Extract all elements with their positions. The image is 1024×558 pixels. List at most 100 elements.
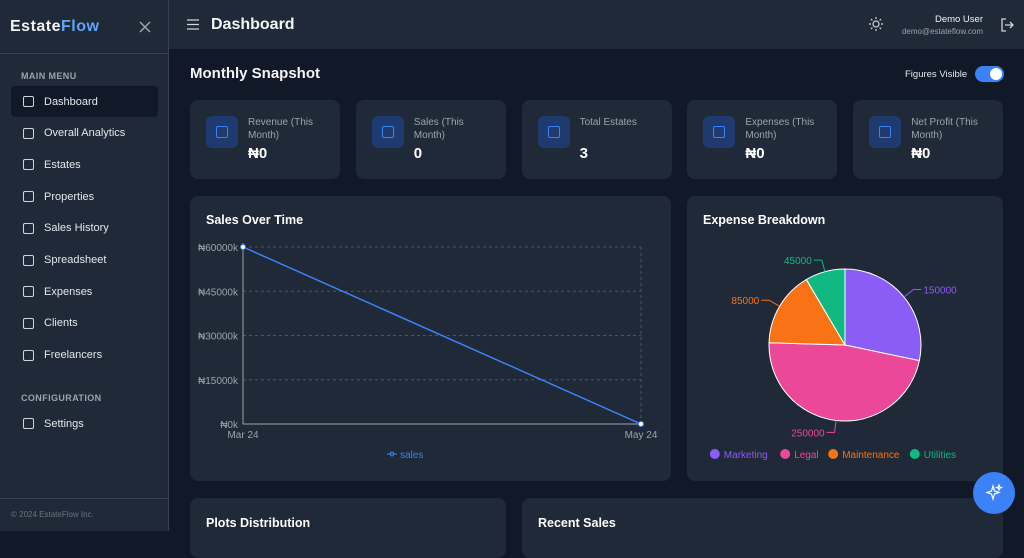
- label-leader: [761, 299, 780, 307]
- pie-slice: [805, 268, 846, 347]
- stat-card: Revenue (This Month) ₦0: [190, 100, 340, 179]
- legend-label: Maintenance: [842, 450, 900, 461]
- menu-icon: [23, 418, 34, 429]
- y-tick-label: ₦15000k: [198, 376, 239, 387]
- chart-card: Sales Over Time ₦0k ₦15000k ₦30000k ₦45000k…: [190, 196, 671, 481]
- menu-item[interactable]: Expenses: [11, 276, 158, 307]
- section-title: Monthly Snapshot: [190, 65, 320, 82]
- divider: [0, 53, 168, 54]
- legend-label: Marketing: [724, 450, 768, 461]
- theme-toggle[interactable]: [869, 17, 883, 31]
- menu-label: Clients: [44, 317, 78, 330]
- pie-chart: 150000 250000 85000 45000 Marketing Legal Main…: [709, 256, 957, 461]
- menu-label: Spreadsheet: [44, 254, 107, 266]
- assistant-button[interactable]: [973, 472, 1015, 514]
- header: Dashboard Demo User demo@estateflow.com: [169, 0, 1024, 49]
- stat-label: Sales (This Month): [413, 117, 464, 141]
- menu-label: Sales History: [44, 222, 109, 235]
- menu-button[interactable]: [187, 19, 199, 30]
- user-email: demo@estateflow.com: [901, 27, 983, 36]
- brand: EstateFlow: [10, 18, 99, 36]
- panel-title: Recent Sales: [538, 516, 616, 530]
- value-label: 150000: [923, 286, 957, 297]
- icon-glyph: [879, 126, 892, 138]
- pie-slice: [844, 268, 922, 362]
- menu-item[interactable]: Freelancers: [11, 340, 158, 371]
- stat-label: Revenue (This Month): [248, 117, 314, 141]
- menu-item[interactable]: Settings: [11, 408, 158, 439]
- legend-label: Utilities: [924, 450, 956, 461]
- menu-icon: [23, 127, 34, 139]
- pie-slice: [768, 342, 920, 422]
- close-button[interactable]: [139, 21, 151, 33]
- stat-label: Total Estates: [579, 117, 637, 128]
- toggle-knob: [990, 68, 1002, 80]
- line-series: [242, 246, 642, 425]
- point: [240, 244, 246, 250]
- y-tick-label: ₦30000k: [198, 332, 239, 343]
- chart-title: Expense Breakdown: [703, 213, 826, 227]
- stat-icon: [537, 116, 570, 148]
- divider: [0, 498, 168, 499]
- legend-marker: [909, 449, 920, 459]
- point: [638, 421, 644, 427]
- menu-icon: [23, 349, 34, 361]
- panel: Plots Distribution: [190, 498, 506, 558]
- x-tick-label: May 24: [625, 430, 658, 441]
- menu-item[interactable]: Clients: [11, 308, 158, 339]
- sparkle-icon: [985, 484, 1003, 502]
- stat-icon: [206, 116, 238, 148]
- chart-card: Expense Breakdown 150000 250000 85000 45000…: [687, 196, 1003, 481]
- menu-label: Settings: [44, 417, 84, 430]
- panel-title: Plots Distribution: [206, 516, 311, 530]
- icon-glyph: [216, 126, 228, 138]
- menu-item[interactable]: Spreadsheet: [11, 245, 158, 276]
- menu-item[interactable]: Estates: [11, 149, 158, 180]
- stat-value: 3: [579, 145, 588, 162]
- label-leader: [826, 420, 837, 433]
- stat-icon: [371, 116, 404, 148]
- menu-item[interactable]: Dashboard: [11, 86, 158, 117]
- line-chart: ₦0k ₦15000k ₦30000k ₦45000k ₦60000k Mar 24 May…: [198, 243, 658, 461]
- section-title: MAIN MENU: [21, 71, 77, 81]
- section-title: CONFIGURATION: [21, 393, 102, 403]
- sidebar: EstateFlow MAIN MENU CONFIGURATION © 202…: [0, 0, 169, 531]
- stat-value: ₦0: [745, 145, 765, 162]
- menu-icon: [23, 317, 34, 329]
- menu-item[interactable]: Sales History: [11, 213, 158, 244]
- legend-label: sales: [400, 450, 423, 461]
- stat-label: Expenses (This Month): [745, 117, 815, 141]
- menu-label: Dashboard: [44, 95, 98, 108]
- value-label: 250000: [791, 428, 825, 439]
- logout-button[interactable]: [1000, 18, 1014, 32]
- stat-label: Net Profit (This Month): [911, 117, 978, 141]
- footer: © 2024 EstateFlow Inc.: [11, 510, 94, 519]
- y-tick-label: ₦45000k: [198, 287, 239, 298]
- stat-value: ₦0: [248, 145, 268, 162]
- menu-label: Estates: [44, 158, 81, 171]
- menu-icon: [23, 254, 34, 266]
- value-label: 45000: [784, 256, 812, 267]
- stat-icon: [869, 116, 902, 148]
- stat-card: Expenses (This Month) ₦0: [687, 100, 838, 179]
- pie-slice: [768, 278, 846, 346]
- icon-glyph: [381, 126, 394, 138]
- brand-a: Estate: [10, 18, 62, 35]
- legend-label: Legal: [794, 450, 818, 461]
- panel: Recent Sales: [522, 498, 1003, 558]
- menu-label: Overall Analytics: [44, 127, 126, 140]
- value-label: 85000: [731, 296, 759, 307]
- stat-icon: [703, 116, 736, 148]
- menu-icon: [23, 191, 34, 203]
- menu-label: Freelancers: [44, 349, 103, 362]
- stat-value: ₦0: [911, 145, 931, 162]
- menu-item[interactable]: Overall Analytics: [11, 118, 158, 149]
- x-tick-label: Mar 24: [227, 430, 259, 441]
- toggle[interactable]: [975, 66, 1004, 82]
- stat-value: 0: [413, 145, 423, 162]
- menu-icon: [23, 222, 34, 234]
- y-tick-label: ₦60000k: [198, 243, 239, 254]
- menu-item[interactable]: Properties: [11, 181, 158, 212]
- legend-marker: [780, 449, 791, 459]
